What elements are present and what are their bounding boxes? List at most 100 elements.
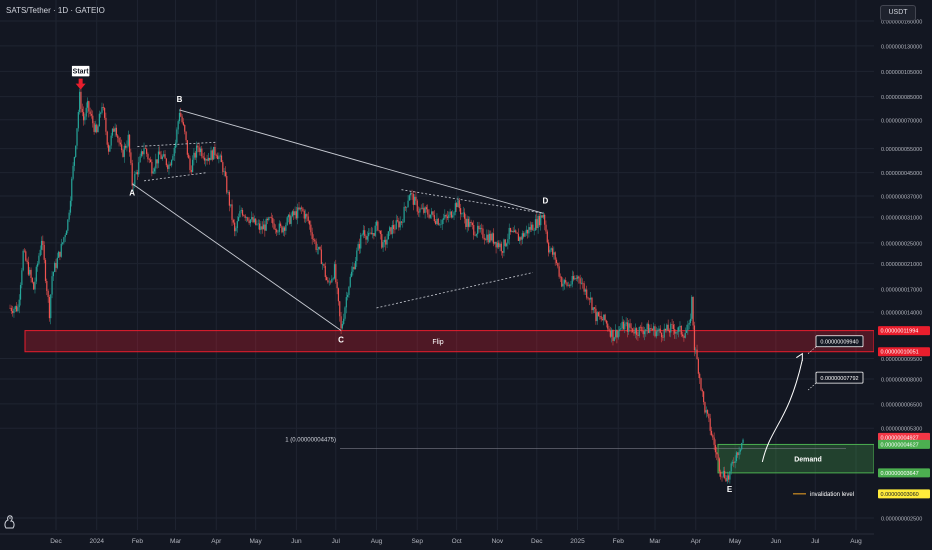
candle (528, 223, 530, 238)
triangle-lower-line[interactable] (376, 272, 533, 309)
candle-body (558, 266, 560, 277)
candle-body (117, 135, 119, 138)
candle-body (76, 128, 78, 146)
symbol-title[interactable]: SATS/Tether · 1D · GATEIO (6, 6, 105, 15)
candle-body (247, 217, 249, 221)
time-axis-label: Feb (613, 538, 625, 545)
candle-body (425, 207, 428, 210)
candle (19, 282, 22, 306)
candle-body (138, 162, 140, 175)
candle-body (664, 328, 667, 331)
candle (90, 109, 93, 119)
flag-lower-line[interactable] (143, 172, 208, 182)
candle (130, 148, 132, 166)
candle (404, 205, 407, 211)
wedge-upper-line[interactable] (179, 109, 544, 214)
candle (30, 267, 32, 283)
candle-body (156, 159, 158, 164)
candle (153, 166, 156, 175)
candle-body (724, 470, 726, 479)
candle (343, 313, 345, 326)
candle-body (289, 214, 291, 224)
candle (427, 204, 429, 218)
candle (329, 280, 332, 285)
candle (126, 140, 128, 152)
candle-body (297, 207, 299, 219)
candle (680, 325, 682, 337)
candle-body (205, 159, 207, 161)
flip-zone[interactable] (24, 330, 875, 353)
candle-body (172, 156, 174, 161)
candle-body (688, 322, 690, 325)
candle-body (592, 307, 594, 311)
candle (490, 230, 492, 243)
candle-body (60, 243, 62, 257)
candle-body (400, 221, 403, 223)
candle-body (470, 221, 472, 223)
candle-body (496, 242, 498, 248)
candle (396, 215, 399, 223)
time-axis-label: Mar (170, 538, 182, 545)
candle (110, 132, 112, 149)
candle (277, 230, 279, 235)
candle-body (408, 195, 410, 201)
candle-body (642, 330, 644, 335)
candle (356, 247, 358, 267)
candle-body (541, 215, 543, 218)
time-axis-label: Mar (649, 538, 661, 545)
candle-body (551, 248, 554, 255)
candle (679, 321, 681, 332)
wedge-lower-line[interactable] (131, 183, 342, 331)
candle-body (633, 331, 635, 334)
candle (84, 113, 86, 125)
candle-body (576, 276, 579, 279)
candle-body (529, 227, 531, 230)
candle-body (127, 134, 129, 146)
candle (400, 220, 403, 226)
candle-body (235, 228, 237, 232)
candle-body (709, 418, 711, 431)
candle (54, 261, 56, 273)
candle (337, 287, 340, 306)
candle-body (184, 124, 186, 132)
candle-body (628, 323, 630, 332)
candle (144, 145, 146, 149)
candle (425, 204, 428, 213)
candle-body (441, 219, 443, 225)
price-axis-panel[interactable] (874, 0, 932, 550)
candle (240, 207, 242, 214)
projected-path[interactable] (761, 359, 803, 463)
candle-body (550, 248, 552, 250)
candle-body (738, 451, 740, 456)
candle (415, 191, 417, 206)
candle-body (674, 329, 676, 334)
tradingview-logo-icon[interactable] (3, 512, 17, 530)
candle-body (722, 470, 724, 477)
candle-body (435, 221, 437, 225)
candle (617, 326, 619, 340)
candle-body (29, 269, 31, 275)
candle-body (716, 452, 718, 455)
candle (582, 278, 584, 289)
candle-body (192, 159, 194, 172)
candle (167, 163, 169, 172)
candle (185, 131, 187, 143)
candle (727, 473, 730, 483)
target-callout-box[interactable] (815, 371, 864, 384)
candle-body (239, 211, 241, 218)
candle-body (612, 329, 614, 341)
candle-body (484, 239, 487, 241)
candle-body (603, 314, 605, 321)
candle (326, 275, 328, 281)
candle-body (148, 159, 150, 160)
currency-button[interactable]: USDT (880, 5, 916, 21)
candle (498, 240, 500, 249)
target-callout-box[interactable] (815, 335, 864, 348)
flag-upper-line[interactable] (137, 141, 217, 147)
candle (117, 134, 119, 143)
candle (180, 107, 182, 118)
candle-body (327, 280, 329, 283)
candle-body (94, 124, 97, 132)
candle (287, 214, 290, 223)
